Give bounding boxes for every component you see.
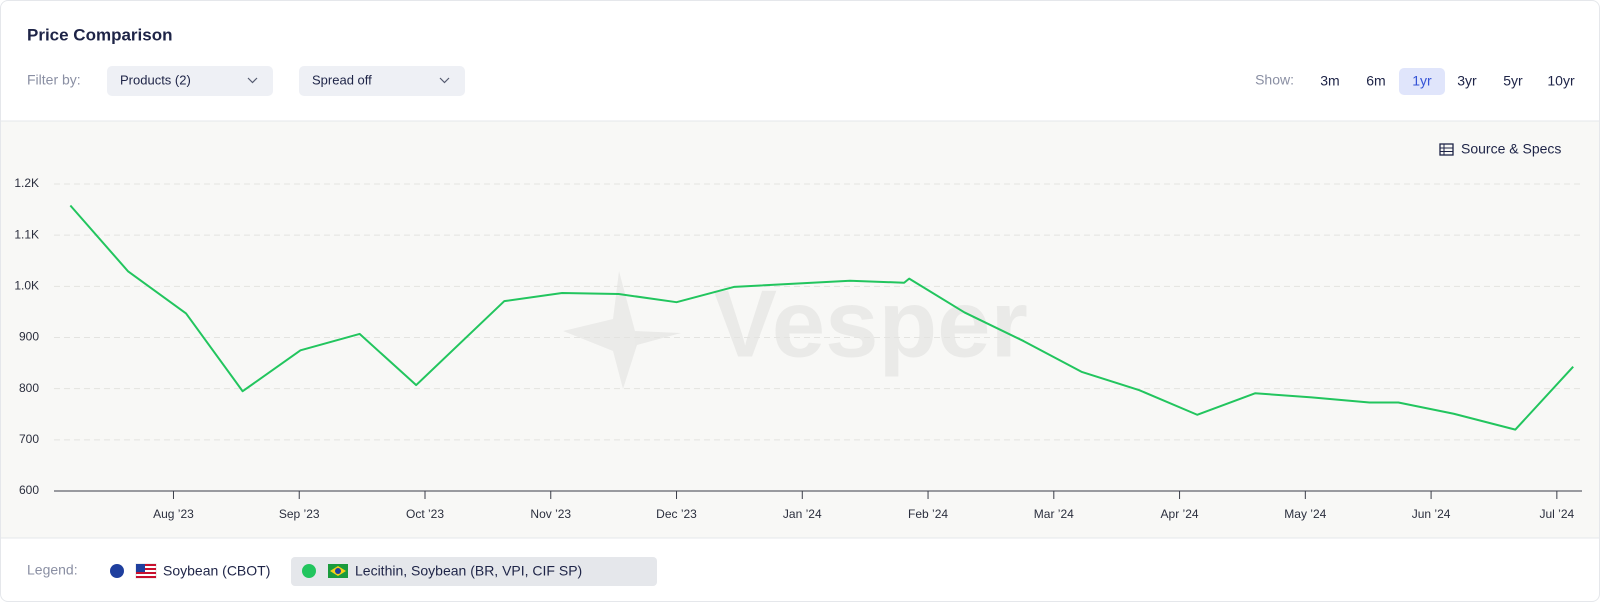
y-tick-label: 1.0K	[14, 279, 39, 293]
legend-item[interactable]: Lecithin, Soybean (BR, VPI, CIF SP)	[291, 557, 657, 586]
chevron	[247, 77, 258, 84]
y-tick-label: 900	[19, 330, 39, 344]
x-tick-label: Jan ’24	[783, 507, 822, 521]
y-tick-label: 1.2K	[14, 176, 39, 190]
range-button[interactable]: 3yr	[1457, 73, 1477, 89]
flag-stripe	[136, 568, 156, 570]
flag-stripe	[136, 564, 156, 566]
x-tick-label: Feb ’24	[908, 507, 948, 521]
filter-label: Filter by:	[27, 72, 81, 88]
x-tick-label: Aug ’23	[153, 507, 194, 521]
chevron	[439, 77, 450, 84]
flag-stripe	[136, 576, 156, 578]
x-tick-label: Sep ’23	[279, 507, 320, 521]
flag-canton	[136, 564, 145, 572]
legend-active-bg[interactable]	[291, 557, 657, 586]
x-tick-label: Jul ’24	[1540, 507, 1575, 521]
filter-dropdown[interactable]: Products (2)	[107, 66, 273, 96]
watermark: Vesper	[563, 270, 1028, 389]
dropdown-box[interactable]	[107, 66, 273, 96]
dropdown-box[interactable]	[299, 66, 465, 96]
dropdown-text[interactable]: Products (2)	[120, 72, 191, 87]
x-tick-label: Nov ’23	[530, 507, 571, 521]
watermark-star	[563, 271, 681, 389]
legend-label: Legend:	[27, 562, 78, 578]
table-icon	[1439, 143, 1454, 156]
range-button[interactable]: 10yr	[1547, 73, 1575, 89]
flag-globe	[335, 568, 341, 574]
x-tick-label: Apr ’24	[1161, 507, 1199, 521]
title: Price Comparison	[27, 25, 173, 44]
source-link[interactable]: Source & Specs	[1439, 141, 1561, 157]
source-link-text[interactable]: Source & Specs	[1461, 141, 1561, 157]
range-button[interactable]: 5yr	[1503, 73, 1523, 89]
y-tick-label: 600	[19, 483, 39, 497]
y-tick-label: 1.1K	[14, 227, 39, 241]
legend-dot	[302, 564, 316, 578]
range-button[interactable]: 1yr	[1412, 73, 1432, 89]
x-tick-label: Dec ’23	[656, 507, 697, 521]
x-tick-label: Oct ’23	[406, 507, 444, 521]
range-active-bg[interactable]	[1399, 68, 1445, 95]
legend-text[interactable]: Lecithin, Soybean (BR, VPI, CIF SP)	[355, 563, 582, 579]
show-label: Show:	[1255, 72, 1294, 88]
x-tick-label: May ’24	[1284, 507, 1326, 521]
range-button[interactable]: 3m	[1320, 73, 1339, 89]
x-tick-label: Jun ’24	[1412, 507, 1451, 521]
chart-background	[1, 121, 1599, 538]
range-button[interactable]: 6m	[1366, 73, 1385, 89]
y-tick-label: 700	[19, 432, 39, 446]
y-tick-label: 800	[19, 381, 39, 395]
legend-text[interactable]: Soybean (CBOT)	[163, 563, 270, 579]
filter-dropdown[interactable]: Spread off	[299, 66, 465, 96]
watermark-text: Vesper	[713, 270, 1028, 377]
series-line	[69, 204, 1574, 431]
x-tick-label: Mar ’24	[1034, 507, 1074, 521]
flag-stripe	[136, 572, 156, 574]
dropdown-text[interactable]: Spread off	[312, 72, 372, 87]
legend-dot	[110, 564, 124, 578]
legend-item[interactable]: Soybean (CBOT)	[110, 563, 270, 579]
